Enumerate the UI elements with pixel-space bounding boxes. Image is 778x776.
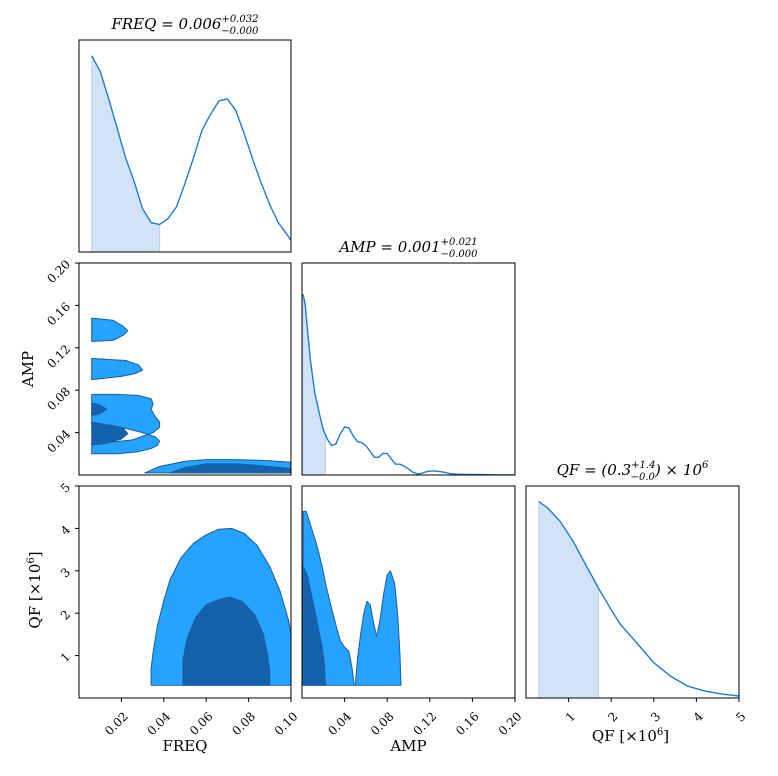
qf-marginal-title: QF = (0.3+1.4 −0.0) × 106 [557,460,709,483]
amp-qf-frame [301,485,516,699]
freq-axis-label: FREQ [163,737,208,755]
amp-marginal-frame [301,262,516,476]
freq-amp-ytick-label: 0.04 [44,427,73,456]
freq-qf-xtick-label: 0.04 [145,709,174,738]
freq-qf-xtick-label: 0.10 [272,709,301,738]
freq-qf-ytick-label: 4 [58,522,74,538]
amp-qf-xtick-label: 0.12 [411,709,440,738]
freq-qf-ytick-label: 5 [58,480,73,495]
freq-amp-ytick-label: 0.16 [44,300,73,329]
amp-marginal-plot-area [302,294,515,475]
amp-axis-label: AMP [19,351,37,388]
qf-marginal-plot-area [538,500,739,698]
freq-qf-contour-inner [182,596,271,686]
amp-qf-xtick-label: 0.20 [496,709,525,738]
freq-marginal-density-line [91,55,291,241]
freq-marginal-credible-interval [91,55,161,252]
freq-qf-ytick-label: 3 [58,565,73,580]
freq-amp-plot-area [91,317,291,474]
freq-amp-contour-outer [91,317,129,342]
freq-amp-ytick-label: 0.20 [44,257,73,286]
freq-qf-xtick-label: 0.08 [229,709,258,738]
amp-x-axis-label: AMP [389,737,426,755]
freq-amp-ytick-label: 0.08 [44,384,73,413]
freq-amp-frame [78,262,292,476]
freq-qf-xtick-label: 0.02 [102,709,131,738]
amp-qf-contour-outer [302,510,402,686]
qf-marginal-xtick-label: 2 [605,709,620,724]
freq-marginal-title: FREQ = 0.006+0.032 −0.000 [110,14,258,37]
qf-marginal-xtick-label: 3 [648,709,663,724]
qf-marginal-density-line [538,501,739,697]
freq-amp-contour-outer [91,357,144,381]
amp-qf-xtick-label: 0.16 [453,709,482,738]
freq-marginal-plot-area [91,55,291,252]
qf-axis-label: QF [×106] [26,551,44,628]
freq-qf-frame [78,485,292,699]
freq-qf-ytick-label: 1 [58,650,73,665]
amp-qf-contour-inner [302,566,326,686]
qf-marginal-frame [525,485,740,699]
amp-qf-plot-area [302,510,402,686]
freq-amp-ytick-label: 0.12 [44,342,73,371]
freq-amp-contour-inner [91,421,129,446]
qf-marginal-credible-interval [538,500,599,698]
freq-qf-ytick-label: 2 [58,607,73,622]
freq-marginal-frame [78,39,292,253]
freq-qf-xtick-label: 0.06 [187,709,216,738]
amp-marginal-density-line [302,294,515,475]
amp-qf-xtick-label: 0.04 [325,709,354,738]
qf-marginal-xtick-label: 5 [733,709,748,724]
qf-marginal-xtick-label: 1 [563,709,578,724]
amp-marginal-title: AMP = 0.001+0.021 −0.000 [337,237,478,260]
freq-amp-contour-inner [91,402,108,417]
qf-x-axis-label: QF [×106] [592,727,669,745]
freq-qf-plot-area [150,527,291,686]
amp-qf-xtick-label: 0.08 [368,709,397,738]
qf-marginal-xtick-label: 4 [691,709,707,725]
freq-amp-contour-inner [169,463,291,474]
